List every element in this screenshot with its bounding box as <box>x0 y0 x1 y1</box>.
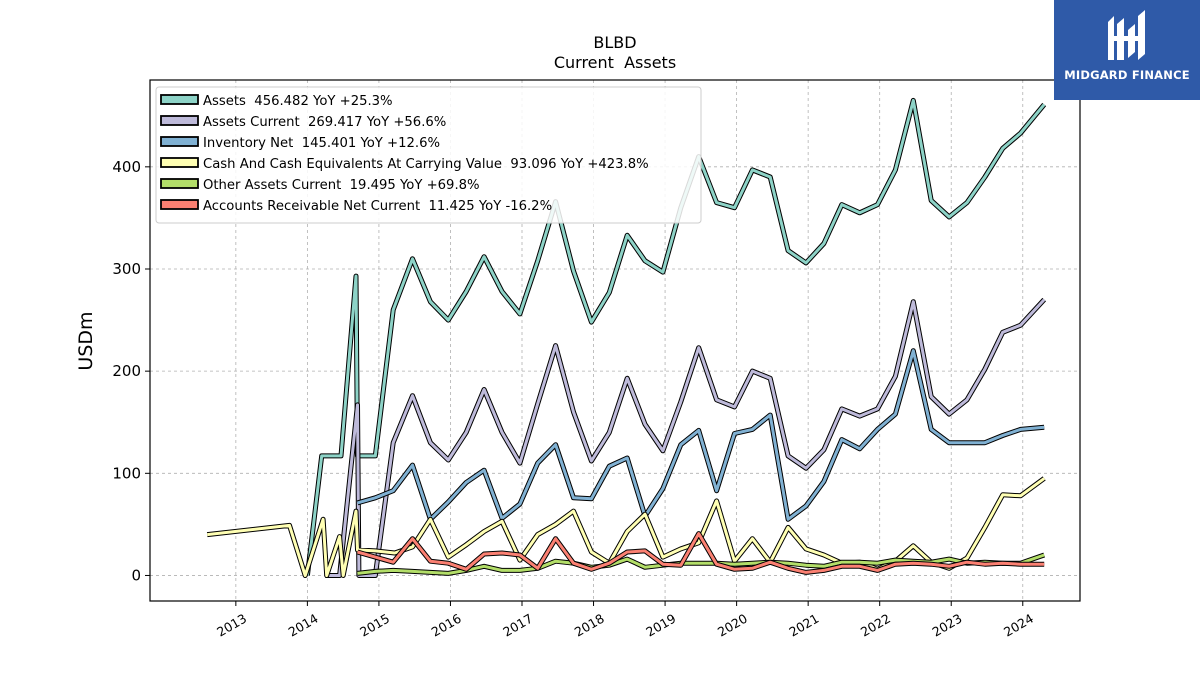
legend-swatch <box>160 94 199 105</box>
x-tick-label: 2017 <box>500 611 535 640</box>
legend-swatch <box>160 178 199 189</box>
plot-frame <box>149 79 1081 602</box>
x-tick-label: 2023 <box>929 611 964 640</box>
legend-swatch <box>160 136 199 147</box>
y-tick-label: 200 <box>112 362 141 380</box>
x-tick-label: 2015 <box>357 611 392 640</box>
y-tick-label: 300 <box>112 260 141 278</box>
legend-label: Cash And Cash Equivalents At Carrying Va… <box>203 157 649 172</box>
legend-box <box>155 86 702 224</box>
x-tick-label: 2020 <box>715 611 750 640</box>
series-lines <box>206 97 1047 578</box>
series-0 <box>304 97 1047 576</box>
series-5 <box>356 531 1045 575</box>
chart-subtitle: Current Assets <box>554 53 676 72</box>
x-tick-label: 2024 <box>1001 611 1036 640</box>
y-tick-label: 0 <box>131 566 141 584</box>
chart-title: BLBD <box>593 33 636 52</box>
x-tick-label: 2016 <box>429 611 464 640</box>
legend-label: Assets 456.482 YoY +25.3% <box>203 94 393 109</box>
legend-swatch <box>160 115 199 126</box>
brand-logo: MIDGARD FINANCE <box>1054 0 1200 100</box>
series-line <box>357 349 1045 521</box>
legend: Assets 456.482 YoY +25.3% Assets Current … <box>155 86 702 224</box>
x-tick-label: 2018 <box>572 611 607 640</box>
x-tick-label: 2019 <box>643 611 678 640</box>
logo-mark-icon <box>1108 10 1145 60</box>
series-line <box>305 98 1046 576</box>
x-tick-label: 2021 <box>786 611 821 640</box>
x-tick-label: 2014 <box>286 611 321 640</box>
x-tick-label: 2013 <box>214 611 249 640</box>
x-tick-label: 2022 <box>858 611 893 640</box>
legend-label: Inventory Net 145.401 YoY +12.6% <box>203 136 440 151</box>
series-line <box>325 298 1046 577</box>
y-tick-label: 100 <box>112 464 141 482</box>
series-1 <box>325 297 1047 578</box>
series-line <box>207 477 1046 577</box>
series-3 <box>206 476 1046 578</box>
series-line <box>357 532 1045 574</box>
series-2 <box>356 348 1045 522</box>
legend-label: Assets Current 269.417 YoY +56.6% <box>203 115 446 130</box>
legend-label: Other Assets Current 19.495 YoY +69.8% <box>203 178 480 193</box>
y-tick-label: 400 <box>112 158 141 176</box>
legend-label: Accounts Receivable Net Current 11.425 Y… <box>203 199 552 214</box>
legend-swatch <box>160 199 199 210</box>
logo-text: MIDGARD FINANCE <box>1064 68 1190 82</box>
y-axis-label: USDm <box>75 311 97 370</box>
legend-swatch <box>160 157 199 168</box>
series-outline <box>325 297 1047 578</box>
